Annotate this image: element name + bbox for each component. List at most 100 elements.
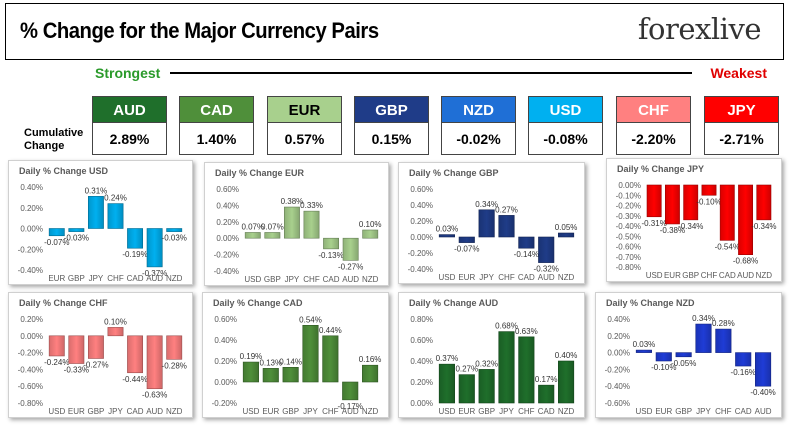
bar-usd — [438, 234, 455, 238]
y-tick-label: -0.60% — [605, 399, 630, 408]
data-label: -0.05% — [671, 359, 696, 368]
data-label: 0.68% — [495, 322, 518, 331]
bar-gbp — [683, 184, 699, 221]
currency-tile-jpy: JPY -2.71% — [704, 96, 779, 155]
ranking-line — [170, 72, 692, 74]
x-category-label: NZD — [558, 273, 575, 282]
bar-rect — [646, 184, 662, 218]
y-tick-label: -0.20% — [18, 245, 43, 254]
x-category-label: CAD — [323, 275, 340, 284]
currency-cumulative-value: -0.02% — [441, 123, 516, 155]
x-category-label: CAD — [538, 407, 555, 416]
bar-nzd — [166, 228, 183, 232]
x-category-label: USD — [244, 275, 261, 284]
bar-rect — [478, 369, 495, 404]
bar-rect — [244, 232, 261, 239]
bar-chart-svg: 0.80% 0.60% 0.40% 0.20% 0.00% 0.37% USD 0.27% EU… — [410, 315, 577, 416]
data-label: -0.31% — [641, 219, 666, 228]
bar-rect — [498, 215, 515, 238]
bar-nzd — [166, 335, 183, 360]
bar-rect — [695, 323, 712, 353]
data-label: -0.27% — [338, 262, 363, 271]
data-label: 0.10% — [104, 317, 127, 326]
bar-rect — [342, 381, 359, 401]
bar-chart-svg: 0.60% 0.40% 0.20% 0.00% -0.20% -0.40% 0.07% USD… — [214, 185, 382, 284]
x-category-label: EUR — [655, 407, 672, 416]
x-category-label: CHF — [701, 271, 718, 280]
bar-rect — [282, 367, 299, 383]
daily-change-chart-7: 0.80% 0.60% 0.40% 0.20% 0.00% 0.37% USD 0.27% EU… — [398, 292, 585, 418]
data-label: -0.16% — [731, 368, 756, 377]
bar-rect — [478, 209, 495, 238]
data-label: -0.34% — [678, 222, 703, 231]
bar-jpy — [283, 206, 300, 239]
y-tick-label: 0.00% — [618, 181, 641, 190]
currency-code: USD — [528, 96, 603, 123]
x-category-label: AUD — [737, 271, 754, 280]
bar-rect — [558, 232, 575, 238]
currency-cumulative-value: 0.57% — [267, 123, 342, 155]
x-category-label: AUD — [146, 407, 163, 416]
x-category-label: GBP — [282, 407, 299, 416]
y-tick-label: -0.40% — [214, 267, 239, 276]
bar-rect — [107, 203, 124, 229]
data-label: 0.32% — [475, 359, 498, 368]
bar-nzd — [558, 360, 575, 404]
bar-gbp — [675, 352, 692, 358]
bar-rect — [655, 352, 672, 362]
y-tick-label: 0.00% — [607, 349, 630, 358]
x-category-label: USD — [438, 407, 455, 416]
x-category-label: NZD — [166, 407, 183, 416]
y-tick-label: 0.20% — [410, 378, 433, 387]
bar-rect — [48, 228, 65, 237]
bar-rect — [166, 335, 183, 360]
x-category-label: CAD — [735, 407, 752, 416]
currency-tile-eur: EUR 0.57% — [267, 96, 342, 155]
bar-cad — [538, 384, 555, 404]
data-label: -0.03% — [64, 234, 89, 243]
y-tick-label: 0.20% — [20, 204, 43, 213]
x-category-label: JPY — [696, 407, 711, 416]
x-category-label: EUR — [664, 271, 681, 280]
x-category-label: CHF — [715, 407, 732, 416]
bar-rect — [438, 234, 455, 238]
data-label: -0.32% — [534, 265, 559, 274]
y-tick-label: 0.20% — [216, 218, 239, 227]
y-tick-label: 0.20% — [20, 315, 43, 324]
data-label: 0.03% — [436, 225, 459, 234]
bar-rect — [635, 349, 652, 353]
data-label: -0.13% — [318, 251, 343, 260]
bar-aud — [146, 228, 163, 268]
data-label: 0.24% — [104, 194, 127, 203]
weakest-label: Weakest — [710, 65, 767, 81]
bar-eur — [458, 236, 475, 243]
bar-rect — [87, 196, 104, 229]
data-label: -0.24% — [44, 358, 69, 367]
y-tick-label: -0.40% — [605, 382, 630, 391]
x-category-label: AUD — [538, 273, 555, 282]
data-label: 0.16% — [359, 355, 382, 364]
bar-rect — [518, 336, 535, 404]
data-label: 0.31% — [85, 186, 108, 195]
x-category-label: AUD — [755, 407, 772, 416]
bar-jpy — [478, 209, 495, 238]
data-label: 0.34% — [692, 314, 715, 323]
daily-change-chart-1: 0.40% 0.20% 0.00% -0.20% -0.40% -0.07% EUR -0.0… — [8, 160, 193, 285]
y-tick-label: 0.00% — [20, 225, 43, 234]
bar-rect — [715, 328, 732, 353]
bar-rect — [342, 237, 359, 261]
data-label: 0.33% — [300, 201, 323, 210]
chart-title: Daily % Change NZD — [606, 298, 695, 308]
bar-eur — [655, 352, 672, 362]
y-tick-label: -0.30% — [616, 212, 641, 221]
bar-usd — [242, 361, 259, 383]
x-category-label: CHF — [303, 275, 320, 284]
bar-chart-svg: 0.00%-0.10%-0.20%-0.30%-0.40%-0.50%-0.60… — [616, 181, 777, 280]
bar-nzd — [756, 184, 772, 221]
data-label: -0.03% — [162, 234, 187, 243]
y-tick-label: 0.00% — [216, 234, 239, 243]
bar-rect — [264, 232, 281, 239]
x-category-label: CHF — [107, 274, 124, 283]
data-label: 0.44% — [319, 326, 342, 335]
bar-eur — [262, 368, 279, 383]
